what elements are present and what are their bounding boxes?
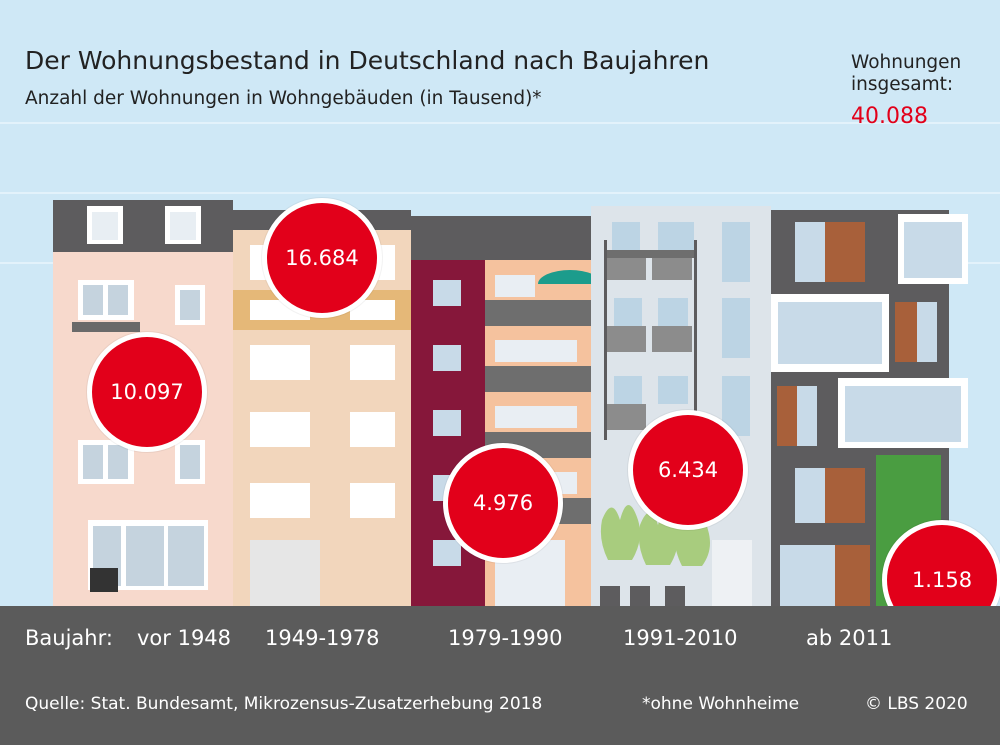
value-bubble-2: 16.684 bbox=[262, 198, 382, 318]
category-label-1: vor 1948 bbox=[137, 626, 232, 650]
sky-line bbox=[0, 122, 1000, 124]
total-value: 40.088 bbox=[851, 104, 928, 129]
category-label-3: 1979-1990 bbox=[448, 626, 563, 650]
footnote: *ohne Wohnheime bbox=[642, 694, 800, 714]
building-1991-2010 bbox=[591, 206, 771, 606]
value-bubble-1: 10.097 bbox=[87, 332, 207, 452]
source-note: Quelle: Stat. Bundesamt, Mikrozensus-Zus… bbox=[25, 694, 543, 714]
category-label-5: ab 2011 bbox=[806, 626, 893, 650]
copyright: © LBS 2020 bbox=[865, 694, 968, 714]
category-label-4: 1991-2010 bbox=[623, 626, 738, 650]
chart-subtitle: Anzahl der Wohnungen in Wohngebäuden (in… bbox=[25, 88, 542, 109]
building-ab-2011 bbox=[771, 210, 968, 606]
category-label-2: 1949-1978 bbox=[265, 626, 380, 650]
building-1979-1990 bbox=[411, 216, 602, 606]
value-bubble-4: 6.434 bbox=[628, 410, 748, 530]
footer-band bbox=[0, 606, 1000, 745]
total-label: Wohnungen insgesamt: bbox=[851, 52, 962, 95]
sky-line bbox=[0, 192, 1000, 194]
chart-title: Der Wohnungsbestand in Deutschland nach … bbox=[25, 46, 710, 75]
axis-label: Baujahr: bbox=[25, 626, 113, 650]
buildings-illustration bbox=[53, 200, 968, 606]
value-bubble-3: 4.976 bbox=[443, 443, 563, 563]
